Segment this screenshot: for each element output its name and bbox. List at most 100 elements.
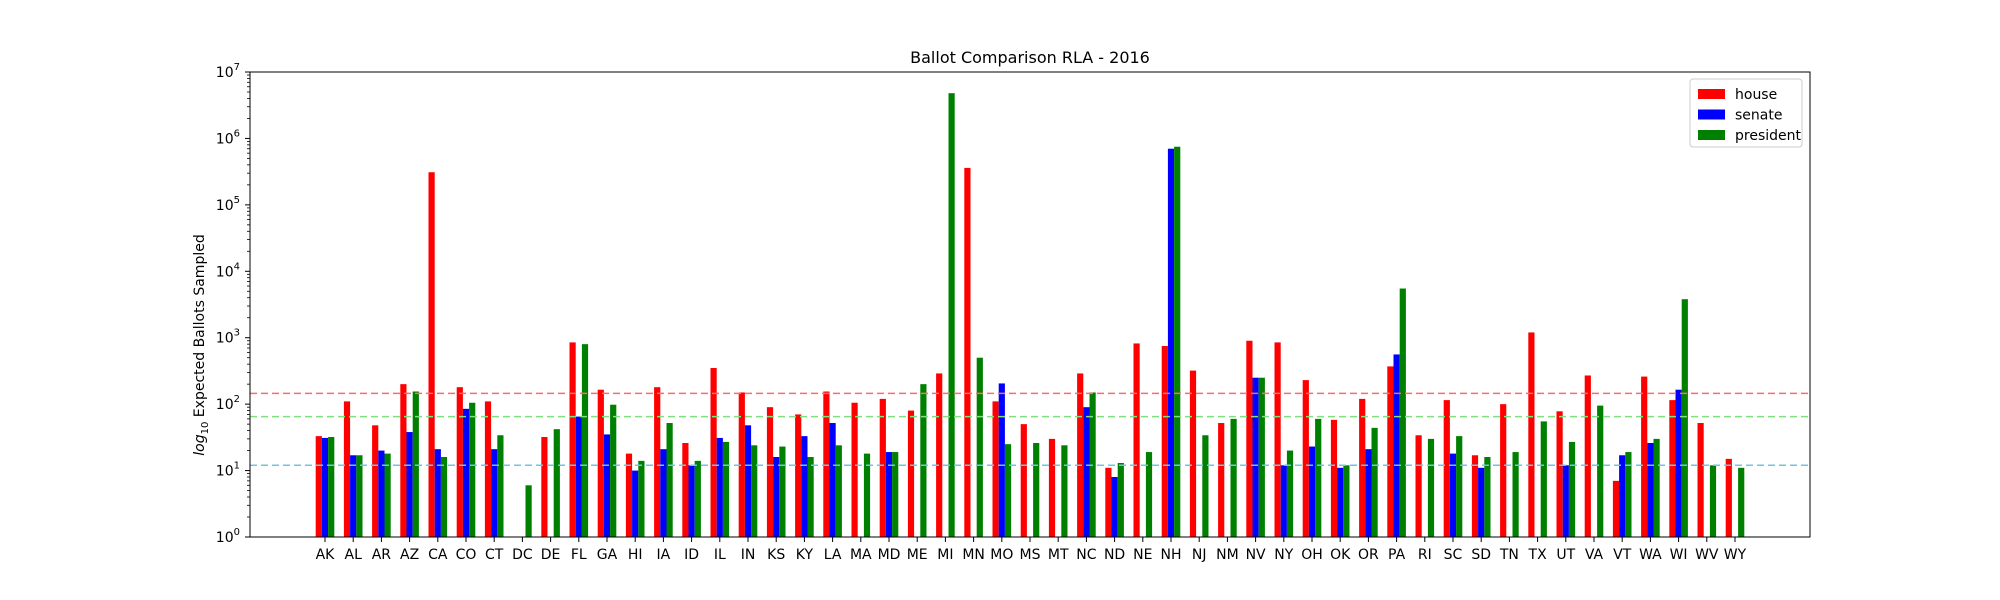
bar-president-LA bbox=[835, 445, 842, 537]
legend-label-president: president bbox=[1735, 128, 1802, 144]
x-tick-label-KS: KS bbox=[767, 547, 785, 563]
x-tick-label-WY: WY bbox=[1724, 547, 1747, 563]
x-tick-label-GA: GA bbox=[597, 547, 618, 563]
bar-senate-HI bbox=[632, 470, 639, 537]
bar-house-IL bbox=[710, 368, 717, 537]
bar-president-GA bbox=[610, 404, 617, 537]
bar-senate-FL bbox=[575, 416, 582, 537]
bar-senate-KS bbox=[773, 457, 780, 537]
bar-house-NC bbox=[1077, 373, 1084, 537]
bar-president-IN bbox=[751, 445, 758, 537]
bar-president-WA bbox=[1653, 438, 1660, 537]
x-tick-label-CA: CA bbox=[428, 547, 448, 563]
bar-house-AZ bbox=[400, 384, 407, 537]
x-tick-label-IA: IA bbox=[657, 547, 671, 563]
bar-president-OR bbox=[1371, 427, 1378, 537]
bar-president-ND bbox=[1117, 463, 1124, 537]
y-tick-label: 107 bbox=[216, 62, 240, 81]
bar-house-WA bbox=[1641, 376, 1648, 537]
bar-senate-NC bbox=[1083, 407, 1090, 537]
bar-president-WV bbox=[1709, 465, 1717, 537]
x-tick-label-UT: UT bbox=[1556, 547, 1575, 563]
bar-house-WI bbox=[1669, 400, 1676, 537]
bar-president-PA bbox=[1399, 288, 1406, 537]
x-tick-label-CO: CO bbox=[456, 547, 477, 563]
bar-house-IA bbox=[654, 387, 661, 537]
x-tick-label-ME: ME bbox=[907, 547, 928, 563]
legend-swatch-senate bbox=[1698, 109, 1725, 120]
bar-senate-UT bbox=[1562, 465, 1569, 537]
x-tick-label-SD: SD bbox=[1471, 547, 1491, 563]
bar-senate-NV bbox=[1252, 377, 1259, 537]
bar-house-PA bbox=[1387, 366, 1394, 537]
bar-president-SD bbox=[1484, 457, 1491, 537]
bar-president-RI bbox=[1427, 438, 1435, 537]
bar-house-HI bbox=[625, 453, 633, 537]
bar-house-TX bbox=[1528, 332, 1535, 537]
bar-house-SC bbox=[1443, 400, 1450, 537]
bar-president-CT bbox=[497, 435, 504, 537]
y-axis-label-log: log bbox=[192, 434, 208, 455]
bar-president-AK bbox=[328, 437, 335, 537]
bar-president-IL bbox=[722, 441, 730, 537]
legend-label-house: house bbox=[1735, 87, 1777, 103]
bar-president-FL bbox=[581, 344, 589, 537]
x-tick-label-OH: OH bbox=[1301, 547, 1323, 563]
x-tick-label-MT: MT bbox=[1048, 547, 1069, 563]
bars-layer bbox=[315, 93, 1745, 538]
x-tick-label-MI: MI bbox=[937, 547, 953, 563]
bar-house-OR bbox=[1359, 398, 1366, 537]
bar-senate-OK bbox=[1337, 467, 1344, 537]
bar-president-OH bbox=[1315, 418, 1322, 537]
x-tick-label-MA: MA bbox=[850, 547, 872, 563]
bar-senate-MO bbox=[998, 383, 1005, 537]
x-tick-label-NE: NE bbox=[1133, 547, 1152, 563]
bar-president-MO bbox=[1004, 444, 1012, 537]
x-tick-label-MS: MS bbox=[1020, 547, 1041, 563]
bar-senate-AZ bbox=[406, 432, 413, 537]
x-tick-label-NV: NV bbox=[1246, 547, 1266, 563]
x-tick-label-AL: AL bbox=[345, 547, 363, 563]
bar-president-VA bbox=[1597, 405, 1604, 537]
bar-president-SC bbox=[1456, 436, 1463, 537]
bar-president-AZ bbox=[412, 391, 419, 537]
bar-president-NV bbox=[1258, 377, 1265, 537]
bar-president-IA bbox=[666, 423, 673, 537]
x-tick-label-ND: ND bbox=[1104, 547, 1125, 563]
x-tick-label-WV: WV bbox=[1695, 547, 1719, 563]
bar-president-AR bbox=[384, 453, 391, 537]
x-tick-label-RI: RI bbox=[1418, 547, 1432, 563]
bar-senate-AR bbox=[378, 450, 385, 537]
bar-president-NM bbox=[1230, 418, 1237, 537]
bar-senate-NH bbox=[1167, 148, 1175, 537]
bar-house-NE bbox=[1133, 343, 1140, 537]
x-tick-label-ID: ID bbox=[684, 547, 699, 563]
bar-president-VT bbox=[1625, 452, 1632, 537]
bar-senate-GA bbox=[603, 434, 611, 537]
x-tick-label-MD: MD bbox=[878, 547, 901, 563]
x-tick-label-OK: OK bbox=[1330, 547, 1351, 563]
bar-president-MI bbox=[948, 93, 955, 538]
bar-president-CO bbox=[469, 402, 476, 537]
x-tick-label-PA: PA bbox=[1388, 547, 1406, 563]
bar-president-ME bbox=[920, 384, 927, 537]
x-tick-label-MN: MN bbox=[962, 547, 985, 563]
chart-title: Ballot Comparison RLA - 2016 bbox=[910, 48, 1150, 67]
x-tick-label-IL: IL bbox=[714, 547, 726, 563]
x-tick-label-NH: NH bbox=[1161, 547, 1182, 563]
x-tick-label-VT: VT bbox=[1613, 547, 1632, 563]
bar-president-MS bbox=[1033, 443, 1040, 537]
bar-house-OK bbox=[1330, 419, 1338, 537]
x-tick-label-FL: FL bbox=[571, 547, 587, 563]
bar-senate-KY bbox=[801, 436, 808, 537]
bar-senate-CA bbox=[434, 449, 441, 537]
bar-senate-IL bbox=[716, 437, 723, 537]
bar-senate-SD bbox=[1478, 467, 1485, 537]
bar-house-MO bbox=[992, 401, 999, 537]
x-tick-label-NM: NM bbox=[1216, 547, 1239, 563]
plot-frame bbox=[249, 71, 1811, 538]
bar-house-KY bbox=[795, 414, 802, 537]
x-tick-label-LA: LA bbox=[824, 547, 842, 563]
bar-house-MI bbox=[936, 373, 943, 537]
